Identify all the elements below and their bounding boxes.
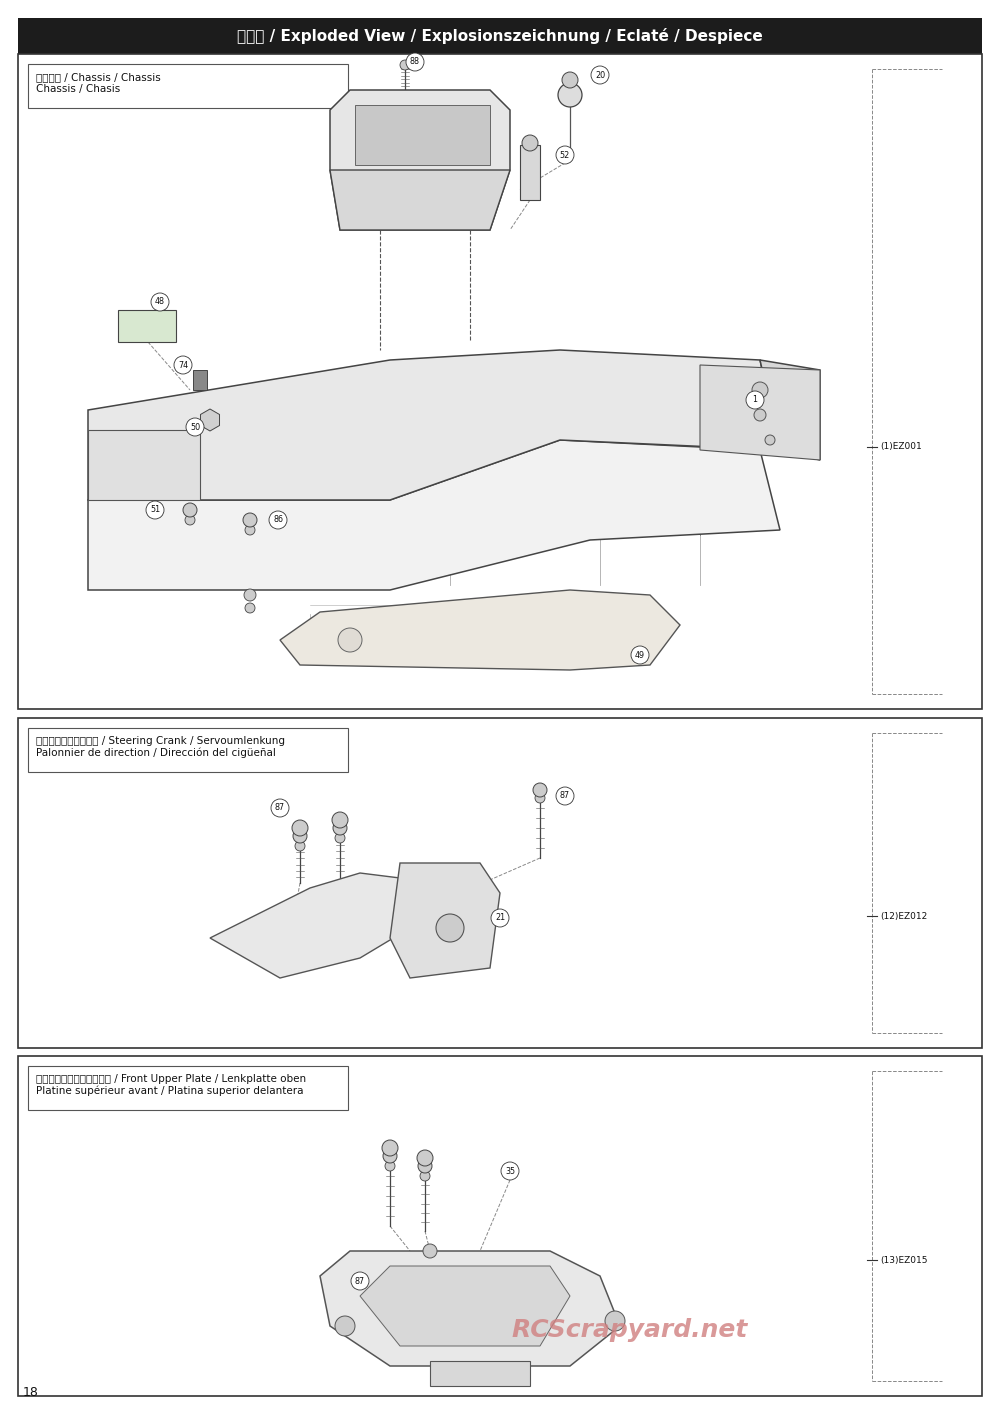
Circle shape [591, 66, 609, 83]
Circle shape [186, 419, 204, 436]
Polygon shape [88, 351, 780, 501]
Circle shape [406, 52, 424, 71]
Bar [430, 1362, 530, 1386]
Circle shape [417, 1150, 433, 1167]
Bar [193, 370, 207, 390]
Circle shape [765, 436, 775, 445]
Circle shape [245, 525, 255, 534]
Circle shape [335, 1316, 355, 1336]
Bar [28, 64, 348, 107]
Text: ステアリングクランク / Steering Crank / Servoumlenkung
Palonnier de direction / Dirección : ステアリングクランク / Steering Crank / Servoumlen… [36, 737, 285, 758]
Polygon shape [280, 590, 680, 670]
Circle shape [605, 1311, 625, 1331]
Circle shape [746, 392, 764, 409]
Text: 50: 50 [190, 423, 200, 431]
Text: 86: 86 [273, 516, 283, 525]
Bar [520, 146, 540, 199]
Text: 51: 51 [150, 505, 160, 515]
Text: (13)EZ015: (13)EZ015 [880, 1256, 928, 1264]
Circle shape [269, 510, 287, 529]
Circle shape [293, 829, 307, 843]
Text: (1)EZ001: (1)EZ001 [880, 443, 922, 451]
Circle shape [420, 1171, 430, 1181]
Circle shape [631, 646, 649, 665]
Text: (12)EZ012: (12)EZ012 [880, 912, 927, 921]
Circle shape [335, 833, 345, 843]
Circle shape [174, 356, 192, 373]
Polygon shape [355, 105, 490, 165]
Bar [18, 718, 982, 1048]
Polygon shape [330, 90, 510, 230]
Circle shape [754, 409, 766, 421]
Circle shape [333, 822, 347, 836]
Text: 18: 18 [23, 1386, 39, 1398]
Bar [18, 18, 982, 54]
Circle shape [183, 503, 197, 518]
Circle shape [491, 909, 509, 928]
Bar [28, 1066, 348, 1110]
Circle shape [383, 1150, 397, 1162]
Text: 48: 48 [155, 297, 165, 307]
Text: 20: 20 [595, 71, 605, 79]
Bar [18, 1056, 982, 1396]
Polygon shape [88, 430, 200, 501]
Text: 52: 52 [560, 150, 570, 160]
Circle shape [244, 590, 256, 601]
Text: RCScrapyard.net: RCScrapyard.net [512, 1318, 748, 1342]
Circle shape [351, 1273, 369, 1290]
Polygon shape [700, 365, 820, 460]
Circle shape [533, 783, 547, 797]
Text: 87: 87 [275, 803, 285, 813]
Circle shape [151, 293, 169, 311]
Polygon shape [390, 863, 500, 978]
Circle shape [558, 83, 582, 107]
Text: 分解図 / Exploded View / Explosionszeichnung / Eclaté / Despiece: 分解図 / Exploded View / Explosionszeichnun… [237, 28, 763, 44]
Circle shape [332, 812, 348, 829]
Circle shape [185, 515, 195, 525]
Circle shape [418, 1159, 432, 1174]
Circle shape [146, 501, 164, 519]
Circle shape [400, 59, 410, 71]
Circle shape [535, 793, 545, 803]
Circle shape [556, 788, 574, 805]
Circle shape [556, 146, 574, 164]
Bar [222, 440, 302, 520]
Text: 1: 1 [753, 396, 758, 404]
Bar [118, 310, 176, 342]
Text: 49: 49 [635, 650, 645, 659]
Circle shape [382, 1140, 398, 1157]
Bar [18, 54, 982, 708]
Circle shape [501, 1162, 519, 1181]
Text: 87: 87 [560, 792, 570, 800]
Circle shape [423, 1244, 437, 1258]
Polygon shape [320, 1251, 620, 1366]
Polygon shape [760, 361, 820, 460]
Circle shape [338, 628, 362, 652]
Circle shape [295, 841, 305, 851]
Circle shape [243, 513, 257, 527]
Text: 87: 87 [355, 1277, 365, 1285]
Circle shape [245, 602, 255, 614]
Circle shape [562, 72, 578, 88]
Polygon shape [360, 1266, 570, 1346]
Circle shape [271, 799, 289, 817]
Circle shape [385, 1161, 395, 1171]
Circle shape [292, 820, 308, 836]
Polygon shape [210, 872, 410, 978]
Text: 35: 35 [505, 1167, 515, 1175]
Text: 21: 21 [495, 913, 505, 922]
Polygon shape [88, 440, 780, 590]
Text: 88: 88 [410, 58, 420, 66]
Text: フロントアッパープレート / Front Upper Plate / Lenkplatte oben
Platine supérieur avant / Pla: フロントアッパープレート / Front Upper Plate / Lenkp… [36, 1075, 306, 1096]
Circle shape [752, 382, 768, 397]
Text: 74: 74 [178, 361, 188, 369]
Bar [28, 728, 348, 772]
Polygon shape [330, 170, 510, 230]
Text: シャシー / Chassis / Chassis
Chassis / Chasis: シャシー / Chassis / Chassis Chassis / Chasi… [36, 72, 161, 93]
Circle shape [436, 913, 464, 942]
Circle shape [522, 134, 538, 151]
